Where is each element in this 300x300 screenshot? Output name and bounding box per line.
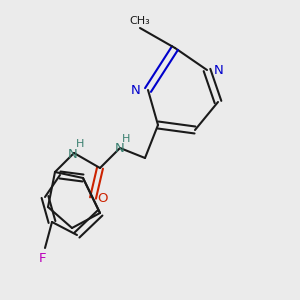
Text: CH₃: CH₃ — [130, 16, 150, 26]
Text: N: N — [115, 142, 125, 155]
Text: O: O — [97, 193, 107, 206]
Text: N: N — [131, 83, 141, 97]
Text: N: N — [68, 148, 78, 160]
Text: N: N — [214, 64, 224, 76]
Text: H: H — [76, 139, 84, 149]
Text: H: H — [122, 134, 130, 144]
Text: F: F — [39, 251, 47, 265]
